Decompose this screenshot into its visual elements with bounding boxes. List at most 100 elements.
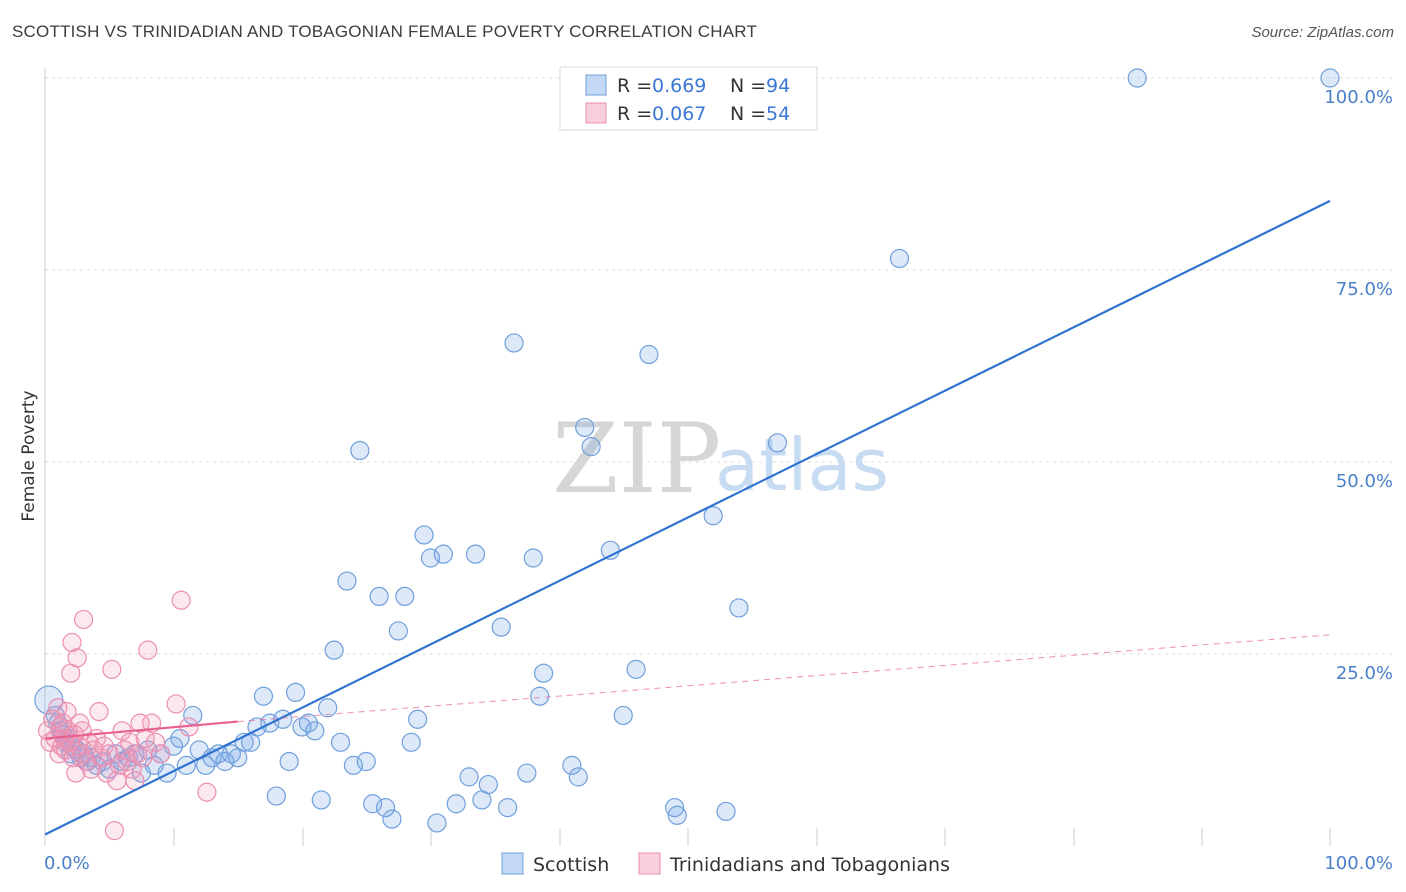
y-tick-label-0: 25.0% bbox=[1336, 663, 1393, 684]
x-tick-label-max: 100.0% bbox=[1324, 853, 1393, 874]
scottish-point bbox=[324, 640, 344, 660]
scottish-point bbox=[562, 755, 582, 775]
x-tick-label-min: 0.0% bbox=[44, 853, 90, 874]
legend-swatch-scottish bbox=[585, 74, 607, 96]
scottish-point bbox=[408, 709, 428, 729]
scottish-point bbox=[305, 721, 325, 741]
scottish-point bbox=[414, 525, 434, 545]
scottish-point bbox=[253, 686, 274, 706]
legend-r-value-trinidadian: 0.067 bbox=[652, 103, 706, 125]
trinidadian-point bbox=[57, 701, 77, 722]
trinidadian-point bbox=[171, 590, 191, 610]
trend-line-trinidadian bbox=[44, 720, 238, 740]
scottish-point bbox=[395, 586, 415, 607]
scottish-point bbox=[369, 586, 389, 607]
scottish-point bbox=[1320, 68, 1340, 88]
legend-n-label-trinidadian: N = bbox=[730, 103, 766, 125]
bottom-legend-label-scottish: Scottish bbox=[533, 854, 609, 876]
trinidadian-point bbox=[142, 713, 162, 733]
legend-n-label-scottish: N = bbox=[730, 75, 766, 97]
scottish-point bbox=[626, 659, 646, 679]
scottish-point bbox=[504, 333, 524, 353]
scottish-point bbox=[523, 548, 543, 568]
scottish-point bbox=[298, 713, 319, 733]
y-tick-label-1: 50.0% bbox=[1336, 471, 1393, 492]
scottish-point bbox=[401, 732, 421, 752]
trinidadian-point bbox=[62, 632, 82, 653]
trinidadian-point bbox=[70, 713, 90, 733]
trinidadian-point bbox=[151, 744, 171, 764]
series-scottish-points bbox=[34, 68, 1340, 833]
scottish-point bbox=[889, 248, 910, 269]
scottish-point bbox=[716, 801, 736, 822]
y-tick-label-3: 100.0% bbox=[1324, 87, 1393, 108]
scottish-point bbox=[382, 809, 402, 829]
series-trinidadian-points bbox=[37, 590, 217, 841]
scottish-point bbox=[498, 797, 518, 818]
trinidadian-point bbox=[133, 748, 153, 768]
scottish-point bbox=[157, 763, 177, 783]
watermark-zip: ZIP bbox=[552, 403, 721, 515]
scottish-point bbox=[266, 786, 286, 806]
scottish-point bbox=[388, 621, 408, 641]
scottish-point bbox=[427, 813, 447, 833]
scottish-point bbox=[330, 732, 351, 752]
scottish-point bbox=[575, 417, 595, 438]
trinidadian-point bbox=[37, 721, 58, 741]
source-credit: Source: ZipAtlas.com bbox=[1251, 24, 1394, 41]
scottish-point bbox=[285, 682, 306, 703]
trend-line-trinidadian-extended bbox=[237, 634, 1331, 723]
scottish-point bbox=[517, 763, 537, 783]
scottish-point bbox=[215, 751, 235, 772]
trinidadian-point bbox=[138, 640, 158, 660]
bottom-legend-label-trinidadian: Trinidadians and Tobagonians bbox=[669, 854, 950, 876]
y-tick-labels: 25.0% 50.0% 75.0% 100.0% bbox=[1324, 87, 1393, 684]
scottish-point bbox=[667, 805, 687, 825]
scottish-point bbox=[446, 794, 466, 814]
scottish-point bbox=[478, 774, 498, 795]
scottish-point bbox=[363, 794, 383, 814]
legend-n-value-scottish: 94 bbox=[766, 75, 790, 97]
scottish-point bbox=[665, 797, 685, 818]
scottish-point bbox=[356, 751, 376, 772]
trinidadian-point bbox=[67, 648, 87, 668]
scottish-point bbox=[729, 598, 749, 618]
scottish-point bbox=[568, 767, 588, 787]
trinidadian-point bbox=[120, 732, 140, 752]
trend-lines bbox=[44, 199, 1331, 836]
scottish-point bbox=[343, 755, 363, 775]
scottish-point bbox=[279, 751, 299, 772]
legend-r-label-trinidadian: R = bbox=[617, 103, 652, 125]
axes bbox=[44, 68, 1331, 846]
trinidadian-point bbox=[145, 732, 166, 752]
scottish-point bbox=[420, 548, 441, 568]
scottish-point bbox=[613, 705, 633, 726]
bottom-legend-swatch-trinidadian bbox=[638, 852, 661, 875]
scottish-point bbox=[459, 767, 479, 787]
trend-line-scottish bbox=[44, 199, 1331, 836]
watermark-atlas: atlas bbox=[715, 423, 889, 507]
scottish-point bbox=[433, 544, 453, 564]
trinidadian-point bbox=[127, 744, 148, 764]
gridlines bbox=[45, 77, 1393, 655]
scottish-point bbox=[337, 571, 357, 591]
scottish-point bbox=[581, 437, 601, 457]
scottish-point bbox=[767, 433, 788, 453]
trinidadian-point bbox=[102, 659, 122, 679]
trinidadian-point bbox=[166, 694, 186, 714]
bottom-legend-swatch-scottish bbox=[501, 852, 524, 875]
scottish-point bbox=[703, 506, 723, 526]
scottish-point bbox=[533, 663, 554, 683]
legend-box bbox=[559, 66, 818, 131]
scottish-point bbox=[491, 617, 511, 637]
trinidadian-point bbox=[84, 740, 104, 760]
scottish-point bbox=[350, 440, 370, 461]
scottish-point bbox=[465, 544, 486, 564]
scottish-point bbox=[311, 790, 331, 810]
trinidadian-point bbox=[73, 609, 94, 630]
trinidadian-point bbox=[130, 713, 150, 733]
trinidadian-point bbox=[197, 782, 217, 802]
chart-title: SCOTTISH VS TRINIDADIAN AND TOBAGONIAN F… bbox=[12, 22, 758, 41]
watermark: ZIP atlas bbox=[552, 403, 889, 515]
legend-swatch-trinidadian bbox=[585, 102, 607, 124]
